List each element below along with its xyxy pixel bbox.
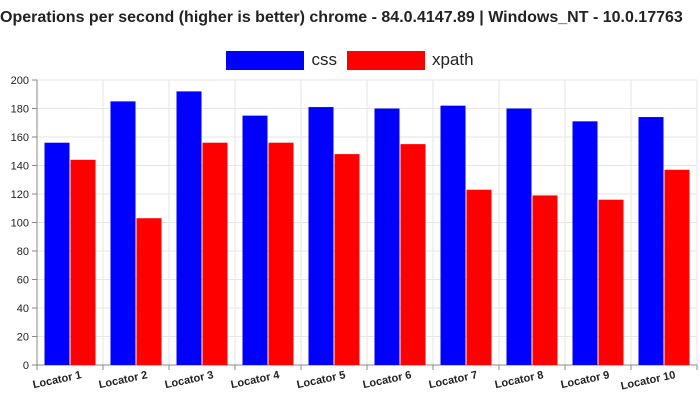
x-tick-label: Locator 2 <box>98 369 149 391</box>
bar-css <box>242 115 268 365</box>
y-tick-label: 140 <box>11 161 29 173</box>
x-tick-label: Locator 4 <box>230 369 282 391</box>
bar-xpath <box>70 159 96 365</box>
x-tick-label: Locator 3 <box>164 369 215 391</box>
bar-css <box>440 105 466 366</box>
y-tick-label: 60 <box>17 275 29 287</box>
y-tick-label: 0 <box>23 360 29 372</box>
bar-css <box>638 117 664 365</box>
x-tick-label: Locator 10 <box>620 369 677 392</box>
bar-xpath <box>268 142 294 365</box>
legend-item-xpath[interactable]: xpath <box>346 50 474 70</box>
x-tick-label: Locator 6 <box>362 369 413 391</box>
bar-xpath <box>334 154 360 365</box>
legend-swatch-css <box>226 50 305 70</box>
x-tick-label: Locator 7 <box>428 369 479 391</box>
bar-css <box>176 91 202 366</box>
bar-css <box>506 108 532 365</box>
y-tick-label: 160 <box>11 132 29 144</box>
legend-label-xpath: xpath <box>431 50 474 69</box>
legend-item-css[interactable]: css <box>226 50 337 70</box>
bar-xpath <box>532 195 558 365</box>
bar-css <box>308 107 334 365</box>
y-tick-label: 80 <box>17 246 29 258</box>
bar-xpath <box>136 218 162 365</box>
y-tick-label: 180 <box>11 104 29 116</box>
y-tick-label: 100 <box>11 218 29 230</box>
y-tick-label: 40 <box>17 303 29 315</box>
y-tick-label: 120 <box>11 189 29 201</box>
legend-swatch-xpath <box>346 50 425 70</box>
y-tick-label: 20 <box>17 332 29 344</box>
x-tick-label: Locator 9 <box>560 369 611 391</box>
bar-css <box>572 121 598 365</box>
legend-label-css: css <box>311 50 337 69</box>
chart-title: Operations per second (higher is better)… <box>0 9 683 26</box>
y-tick-label: 200 <box>11 75 29 87</box>
x-tick-label: Locator 5 <box>296 369 347 391</box>
x-tick-label: Locator 1 <box>32 369 83 391</box>
bar-xpath <box>202 142 228 365</box>
legend: css xpath <box>0 50 700 70</box>
bar-xpath <box>664 169 690 365</box>
bar-css <box>44 142 70 365</box>
bar-xpath <box>466 189 492 365</box>
bar-css <box>110 101 136 365</box>
bar-xpath <box>598 199 624 365</box>
bar-xpath <box>400 144 426 365</box>
bar-css <box>374 108 400 365</box>
x-tick-label: Locator 8 <box>494 369 545 391</box>
